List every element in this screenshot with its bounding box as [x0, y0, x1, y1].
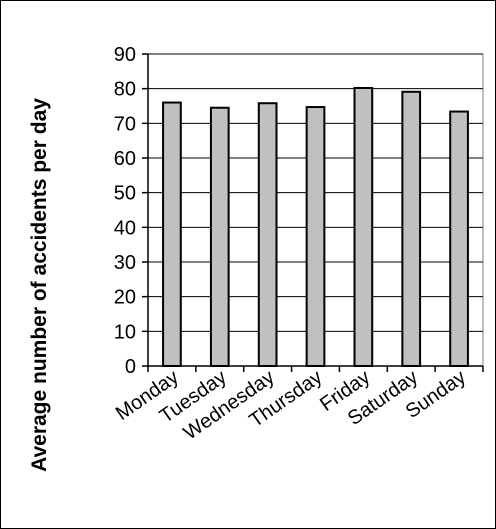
- bar-monday: [162, 101, 182, 368]
- bars: [162, 86, 469, 368]
- bar-sunday: [449, 110, 469, 368]
- bar-friday: [353, 86, 374, 368]
- y-tick-labels: 0 10 20 30 40 50 60 70 80 90: [114, 44, 148, 378]
- y-tick-label: 10: [114, 321, 136, 343]
- y-axis-title: Average number of accidents per day: [28, 98, 51, 472]
- y-tick-label: 40: [114, 217, 136, 239]
- axes: [147, 54, 483, 367]
- bar-tuesday: [209, 106, 230, 367]
- bar-thursday: [305, 106, 326, 367]
- bar-saturday: [401, 90, 422, 368]
- y-tick-label: 90: [114, 44, 136, 66]
- y-tick-label: 20: [114, 287, 136, 309]
- y-tick-label: 60: [114, 148, 136, 170]
- y-tick-label: 80: [114, 79, 136, 101]
- x-tick-labels: MondayTuesdayWednesdayThursdayFridaySatu…: [112, 366, 484, 444]
- bar-wednesday: [257, 102, 278, 368]
- y-tick-label: 70: [114, 113, 136, 135]
- y-tick-label: 30: [114, 252, 136, 274]
- y-tick-label: 0: [125, 356, 136, 378]
- y-tick-label: 50: [114, 183, 136, 205]
